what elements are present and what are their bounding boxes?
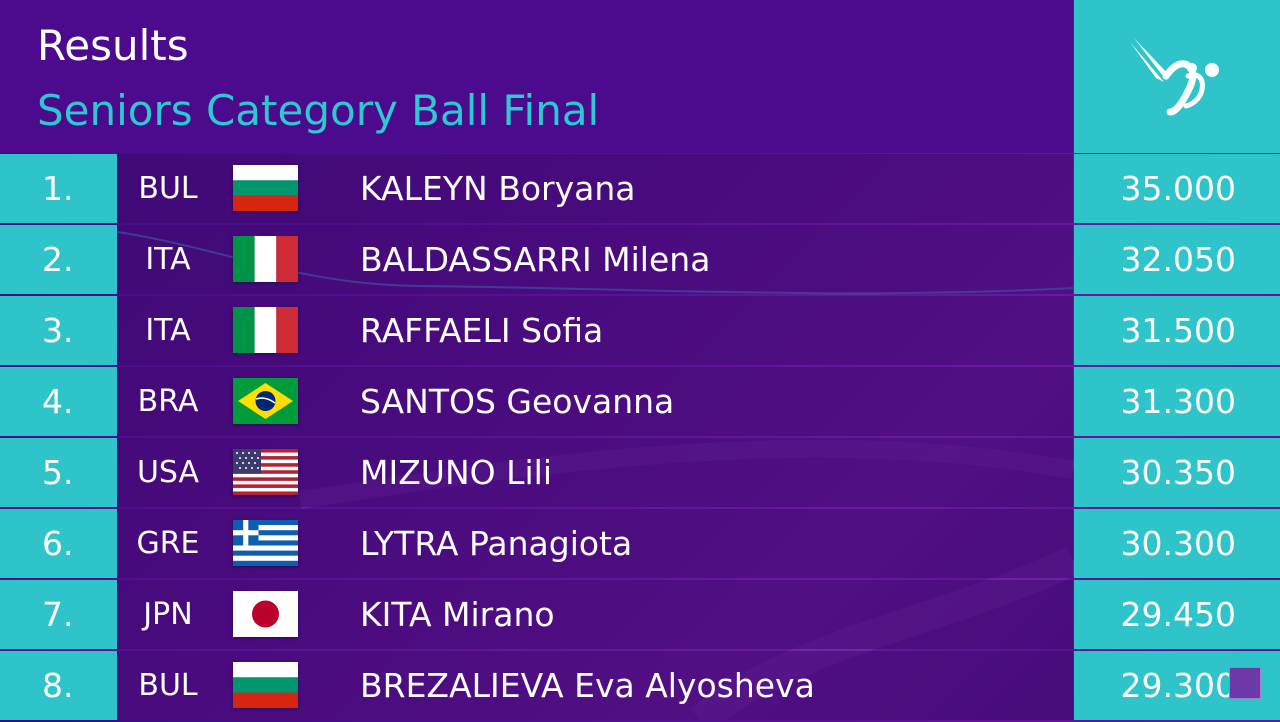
usa-flag-icon (233, 449, 298, 495)
score-cell: 32.050 (1074, 225, 1280, 294)
rank-cell: 3. (0, 296, 117, 365)
table-row: 6. GRE LYTRA Panagiota 30.300 (0, 509, 1280, 578)
country-code: BUL (138, 171, 198, 206)
score-cell: 30.300 (1074, 509, 1280, 578)
bulgaria-flag-icon (233, 165, 298, 211)
country-code: USA (136, 455, 200, 490)
italy-flag-icon (233, 307, 298, 353)
country-code: ITA (145, 242, 191, 277)
page-title: Results (37, 21, 189, 70)
rank-cell: 6. (0, 509, 117, 578)
country-code: ITA (145, 313, 191, 348)
logo-panel (1074, 0, 1280, 153)
table-row: 1. BUL KALEYN Boryana 35.000 (0, 154, 1280, 223)
athlete-name: SANTOS Geovanna (360, 382, 675, 421)
athlete-name: BREZALIEVA Eva Alyosheva (360, 666, 815, 705)
athlete-name: BALDASSARRI Milena (360, 240, 711, 279)
table-row: 5. USA MIZUNO Lili 30.350 (0, 438, 1280, 507)
table-row: 2. ITA BALDASSARRI Milena 32.050 (0, 225, 1280, 294)
table-row: 8. BUL BREZALIEVA Eva Alyosheva 29.300 (0, 651, 1280, 720)
score-cell: 30.350 (1074, 438, 1280, 507)
rank-cell: 4. (0, 367, 117, 436)
athlete-name: MIZUNO Lili (360, 453, 553, 492)
athlete-name: KALEYN Boryana (360, 169, 636, 208)
rank-cell: 5. (0, 438, 117, 507)
results-table: 1. BUL KALEYN Boryana 35.000 2. ITA BALD… (0, 154, 1280, 722)
country-code: BUL (138, 668, 198, 703)
rank-cell: 1. (0, 154, 117, 223)
table-row: 7. JPN KITA Mirano 29.450 (0, 580, 1280, 649)
country-code: GRE (136, 526, 200, 561)
rank-cell: 8. (0, 651, 117, 720)
gymnast-ribbon-icon (1130, 38, 1219, 116)
athlete-name: LYTRA Panagiota (360, 524, 633, 563)
athlete-name: KITA Mirano (360, 595, 555, 634)
japan-flag-icon (233, 591, 298, 637)
table-row: 4. BRA SANTOS Geovanna 31.300 (0, 367, 1280, 436)
brazil-flag-icon (233, 378, 298, 424)
rank-cell: 7. (0, 580, 117, 649)
greece-flag-icon (233, 520, 298, 566)
bulgaria-flag-icon (233, 662, 298, 708)
athlete-name: RAFFAELI Sofia (360, 311, 604, 350)
rank-cell: 2. (0, 225, 117, 294)
results-header: Results Seniors Category Ball Final (0, 0, 1073, 153)
country-code: BRA (137, 384, 199, 419)
channel-watermark-icon (1229, 667, 1261, 699)
score-cell: 31.500 (1074, 296, 1280, 365)
country-code: JPN (143, 597, 193, 632)
page-subtitle: Seniors Category Ball Final (37, 86, 600, 135)
score-cell: 31.300 (1074, 367, 1280, 436)
italy-flag-icon (233, 236, 298, 282)
score-cell: 29.450 (1074, 580, 1280, 649)
table-row: 3. ITA RAFFAELI Sofia 31.500 (0, 296, 1280, 365)
score-cell: 35.000 (1074, 154, 1280, 223)
